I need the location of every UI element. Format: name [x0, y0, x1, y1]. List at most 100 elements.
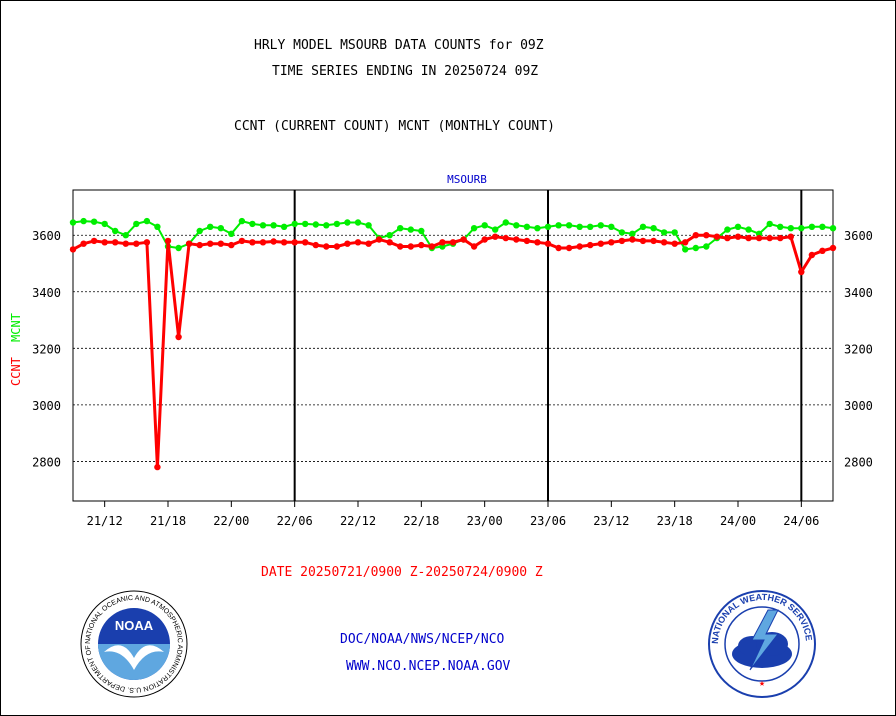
- data-point-ccnt: [555, 244, 562, 252]
- data-point-ccnt: [534, 239, 541, 246]
- data-point-mcnt: [492, 226, 499, 233]
- data-point-ccnt: [460, 236, 467, 243]
- data-point-ccnt: [565, 244, 573, 252]
- data-point-ccnt: [829, 244, 837, 252]
- data-point-ccnt: [154, 463, 161, 471]
- data-point-ccnt: [175, 333, 182, 341]
- data-point-ccnt: [703, 232, 710, 239]
- website-link[interactable]: WWW.NCO.NCEP.NOAA.GOV: [346, 659, 511, 674]
- data-point-mcnt: [418, 227, 425, 235]
- data-point-ccnt: [228, 241, 235, 249]
- data-point-mcnt: [819, 223, 826, 230]
- data-point-mcnt: [397, 225, 404, 232]
- y-tick-label-right: 2800: [844, 455, 873, 469]
- x-tick-label: 23/12: [593, 514, 629, 528]
- data-point-mcnt: [259, 222, 267, 229]
- data-point-ccnt: [428, 243, 436, 250]
- nws-logo: ★ NATIONAL WEATHER SERVICE: [708, 590, 816, 698]
- data-point-ccnt: [597, 240, 604, 247]
- data-point-ccnt: [143, 239, 151, 246]
- data-point-ccnt: [682, 239, 689, 246]
- noaa-logo: NOAA NATIONAL OCEANIC AND ATMOSPHERIC AD…: [80, 590, 188, 698]
- data-point-ccnt: [618, 237, 626, 245]
- data-point-mcnt: [660, 229, 668, 236]
- data-point-mcnt: [228, 230, 235, 237]
- data-point-ccnt: [101, 239, 108, 246]
- data-point-mcnt: [90, 218, 98, 225]
- data-point-ccnt: [734, 233, 742, 240]
- data-point-ccnt: [249, 239, 256, 246]
- data-point-mcnt: [639, 223, 647, 230]
- data-point-mcnt: [703, 243, 710, 250]
- data-point-mcnt: [217, 225, 224, 232]
- data-point-ccnt: [280, 239, 288, 246]
- data-point-mcnt: [143, 217, 151, 225]
- data-point-mcnt: [766, 220, 773, 228]
- data-point-mcnt: [470, 225, 478, 232]
- data-point-ccnt: [354, 239, 362, 246]
- data-point-mcnt: [207, 223, 214, 230]
- y-tick-label-right: 3600: [844, 229, 873, 243]
- data-point-mcnt: [333, 220, 341, 228]
- data-point-mcnt: [724, 226, 731, 233]
- data-point-ccnt: [481, 236, 488, 243]
- data-point-ccnt: [544, 240, 552, 247]
- data-point-mcnt: [523, 223, 531, 230]
- chart-title: HRLY MODEL MSOURB DATA COUNTS for 09Z: [254, 38, 544, 53]
- data-point-mcnt: [407, 226, 414, 233]
- data-point-ccnt: [375, 236, 383, 243]
- x-tick-label: 22/00: [213, 514, 249, 528]
- data-point-ccnt: [196, 241, 203, 249]
- data-point-ccnt: [69, 246, 77, 253]
- data-point-ccnt: [671, 240, 678, 247]
- data-point-ccnt: [470, 243, 478, 250]
- y-tick-label-right: 3000: [844, 399, 873, 413]
- x-tick-label: 22/06: [277, 514, 313, 528]
- data-point-ccnt: [766, 234, 773, 242]
- data-point-ccnt: [90, 237, 98, 245]
- data-point-ccnt: [502, 234, 509, 242]
- data-point-mcnt: [576, 223, 583, 230]
- data-point-mcnt: [196, 227, 203, 235]
- data-point-ccnt: [755, 234, 763, 242]
- data-point-ccnt: [418, 241, 425, 249]
- data-point-mcnt: [101, 220, 108, 228]
- data-point-ccnt: [323, 243, 330, 250]
- data-point-ccnt: [523, 237, 531, 245]
- data-point-mcnt: [808, 223, 816, 230]
- data-point-mcnt: [608, 223, 615, 230]
- data-point-ccnt: [449, 239, 457, 246]
- data-point-ccnt: [302, 239, 309, 246]
- data-point-mcnt: [238, 217, 246, 225]
- x-tick-label: 23/06: [530, 514, 566, 528]
- data-point-ccnt: [133, 240, 140, 247]
- data-point-ccnt: [164, 237, 172, 245]
- x-tick-label: 21/18: [150, 514, 186, 528]
- series-line-ccnt: [72, 233, 834, 469]
- data-point-mcnt: [587, 223, 594, 230]
- data-point-mcnt: [534, 225, 541, 232]
- data-point-ccnt: [819, 247, 826, 254]
- series-description: CCNT (CURRENT COUNT) MCNT (MONTHLY COUNT…: [234, 119, 555, 134]
- data-point-mcnt: [682, 246, 689, 253]
- y-tick-label-right: 3200: [844, 342, 873, 356]
- data-point-ccnt: [798, 268, 805, 276]
- data-point-mcnt: [787, 225, 794, 232]
- y-tick-label-left: 3000: [32, 399, 61, 413]
- data-point-ccnt: [724, 234, 731, 242]
- data-point-ccnt: [185, 240, 193, 247]
- data-point-mcnt: [481, 222, 488, 229]
- x-tick-label: 22/18: [403, 514, 439, 528]
- data-point-mcnt: [513, 222, 520, 229]
- data-point-ccnt: [333, 243, 341, 250]
- data-point-ccnt: [259, 239, 267, 246]
- data-point-mcnt: [249, 220, 256, 228]
- data-point-ccnt: [713, 233, 721, 240]
- data-point-ccnt: [365, 240, 372, 247]
- org-path: DOC/NOAA/NWS/NCEP/NCO: [340, 632, 505, 647]
- y-tick-label-left: 2800: [32, 455, 61, 469]
- data-point-ccnt: [397, 243, 404, 250]
- data-point-mcnt: [133, 220, 140, 228]
- x-tick-label: 21/12: [87, 514, 123, 528]
